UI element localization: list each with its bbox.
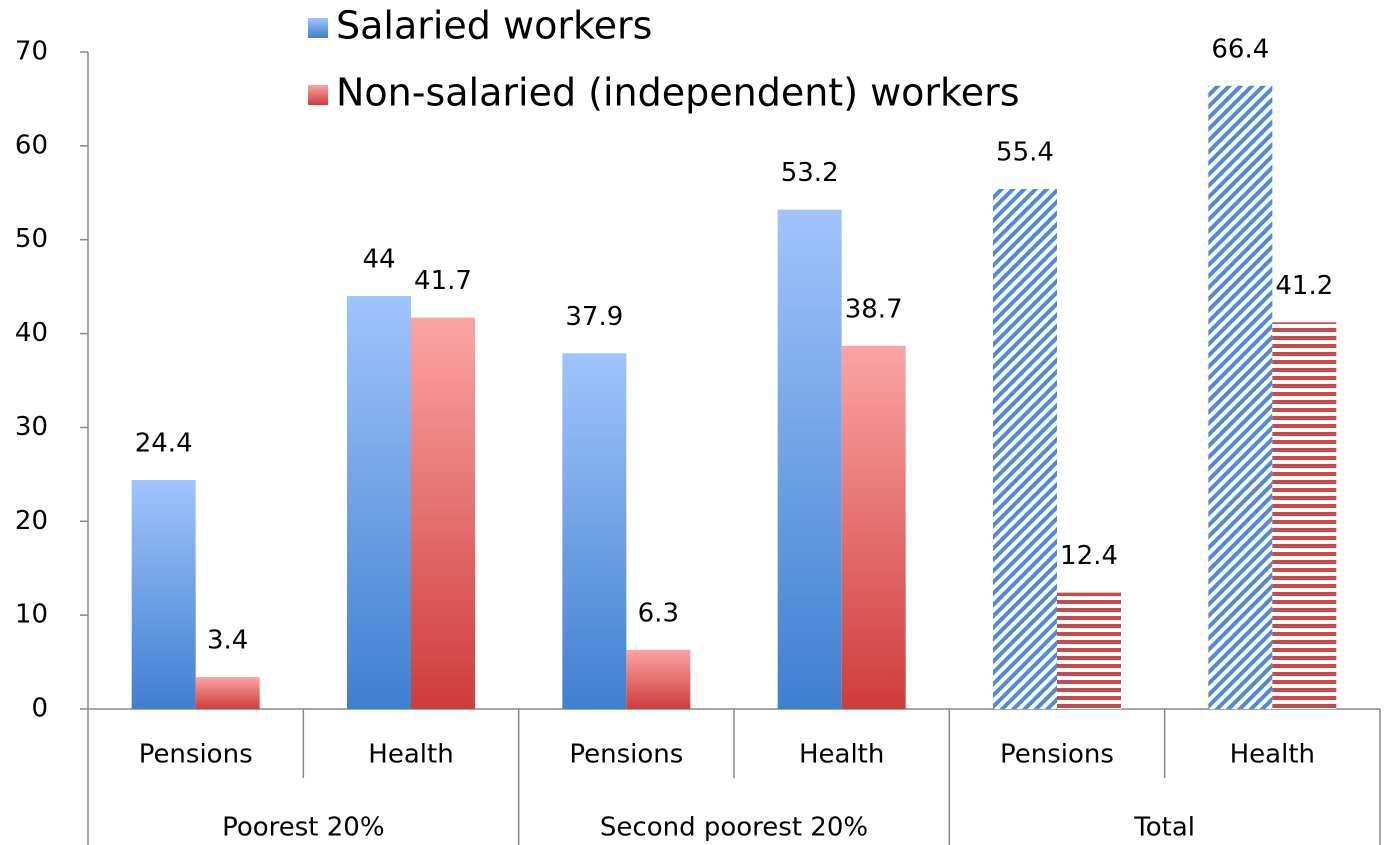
bar xyxy=(131,479,196,709)
bar xyxy=(562,353,627,709)
group-label: Poorest 20% xyxy=(222,813,384,843)
data-label: 12.4 xyxy=(1060,541,1118,571)
x-tick-label: Pensions xyxy=(1000,740,1114,770)
data-label: 41.7 xyxy=(414,266,472,296)
data-label: 66.4 xyxy=(1211,34,1269,64)
bar xyxy=(1057,592,1121,709)
bar xyxy=(347,296,411,709)
x-tick-label: Health xyxy=(1230,740,1315,770)
data-label: 6.3 xyxy=(638,598,679,628)
bar xyxy=(411,317,475,709)
y-tick-label: 40 xyxy=(15,318,48,348)
bar xyxy=(1208,85,1273,709)
data-label: 55.4 xyxy=(996,138,1054,168)
data-label: 37.9 xyxy=(565,302,623,332)
bar xyxy=(841,345,906,709)
data-label: 38.7 xyxy=(845,294,903,324)
data-label: 3.4 xyxy=(207,626,248,656)
bar xyxy=(1272,322,1337,709)
x-tick-label: Pensions xyxy=(569,740,683,770)
legend-label: Non-salaried (independent) workers xyxy=(336,71,1020,115)
y-tick-label: 70 xyxy=(15,37,48,67)
bar xyxy=(626,649,691,709)
y-tick-label: 60 xyxy=(15,130,48,160)
data-label: 24.4 xyxy=(135,428,193,458)
y-tick-label: 10 xyxy=(15,600,48,630)
legend-label: Salaried workers xyxy=(336,4,652,48)
bar xyxy=(195,677,260,709)
bar xyxy=(777,209,842,709)
data-label: 44 xyxy=(362,245,395,275)
bar xyxy=(993,189,1057,709)
y-tick-label: 50 xyxy=(15,224,48,254)
group-label: Total xyxy=(1133,813,1195,843)
group-label: Second poorest 20% xyxy=(600,813,868,843)
legend-swatch xyxy=(308,18,328,38)
x-tick-label: Pensions xyxy=(139,740,253,770)
x-tick-label: Health xyxy=(799,740,884,770)
data-label: 41.2 xyxy=(1275,271,1333,301)
legend-swatch xyxy=(308,85,328,105)
y-tick-label: 30 xyxy=(15,412,48,442)
x-tick-label: Health xyxy=(368,740,453,770)
y-tick-label: 0 xyxy=(31,694,48,724)
data-label: 53.2 xyxy=(781,158,839,188)
y-tick-label: 20 xyxy=(15,506,48,536)
